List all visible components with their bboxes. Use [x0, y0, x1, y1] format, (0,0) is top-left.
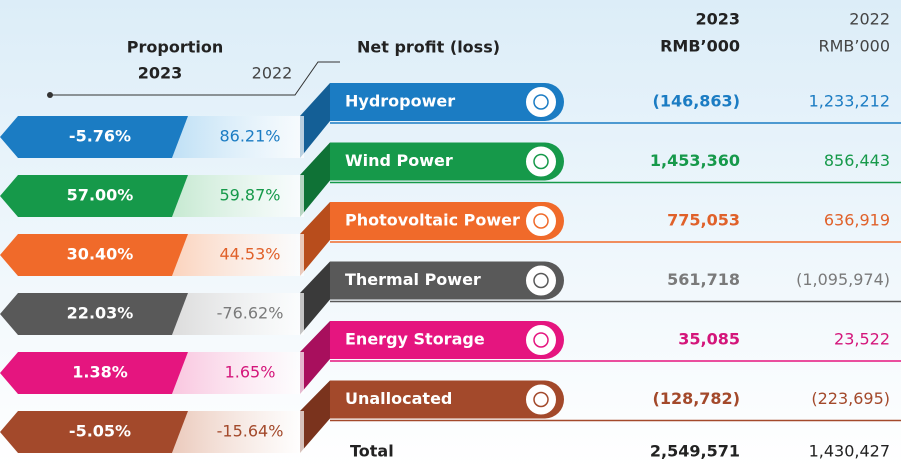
proportion-2023: 30.40%: [67, 245, 134, 264]
proportion-dark: [0, 293, 188, 335]
proportion-dark: [0, 352, 188, 394]
proportion-dark: [0, 116, 188, 158]
proportion-2022: -76.62%: [217, 304, 284, 323]
segment-banner: [330, 380, 564, 419]
segment-name: Photovoltaic Power: [345, 211, 520, 230]
proportion-dark: [0, 175, 188, 217]
proportion-2023: 22.03%: [67, 304, 134, 323]
header-dot: [47, 92, 53, 98]
profit-2022: (223,695): [811, 389, 890, 408]
profit-2023: 561,718: [667, 270, 740, 289]
segment-name: Energy Storage: [345, 330, 485, 349]
segment-icon: [524, 144, 558, 179]
proportion-light: [172, 234, 304, 276]
segment-icon-inner: [533, 213, 549, 229]
profit-2023: 35,085: [678, 330, 740, 349]
total-label: Total: [350, 442, 394, 461]
segment-name: Unallocated: [345, 389, 452, 408]
segment-banner: [330, 202, 564, 240]
proportion-header: Proportion: [127, 38, 223, 57]
segment-icon-inner: [533, 153, 549, 170]
proportion-2022: 44.53%: [219, 245, 280, 264]
proportion-dark: [0, 411, 188, 453]
total-2022: 1,430,427: [809, 442, 890, 461]
proportion-light: [172, 293, 304, 335]
profit-2022: 636,919: [824, 211, 890, 230]
connector: [300, 321, 330, 394]
segment-name: Hydropower: [345, 92, 455, 111]
proportion-2023: -5.76%: [69, 127, 131, 146]
segment-icon: [524, 263, 558, 298]
profit-2022: 856,443: [824, 151, 890, 170]
connector: [300, 202, 330, 276]
proportion-light: [172, 352, 304, 394]
connector: [300, 261, 330, 335]
segment-banner: [330, 321, 564, 359]
proportion-2022-header: 2022: [252, 64, 293, 83]
proportion-light: [172, 411, 304, 453]
col-2023-header: 2023: [695, 10, 740, 29]
proportion-2022: 1.65%: [225, 363, 276, 382]
proportion-dark: [0, 234, 188, 276]
segment-name: Thermal Power: [345, 270, 481, 289]
profit-2023: (128,782): [653, 389, 741, 408]
col-2022-header: 2022: [849, 10, 890, 29]
proportion-2022: 59.87%: [219, 186, 280, 205]
proportion-light: [172, 175, 304, 217]
segment-banner: [330, 261, 564, 300]
profit-2023: (146,863): [653, 92, 741, 111]
segment-icon: [524, 382, 558, 417]
segment-icon-inner: [533, 272, 549, 289]
connector: [300, 380, 330, 453]
profit-2022: (1,095,974): [796, 270, 890, 289]
segment-name: Wind Power: [345, 151, 453, 170]
segment-icon-inner: [533, 332, 549, 348]
segment-banner: [330, 142, 564, 181]
profit-2023: 1,453,360: [650, 151, 740, 170]
proportion-2023: 57.00%: [67, 186, 134, 205]
segment-icon-inner: [533, 94, 549, 110]
proportion-2022: 86.21%: [219, 127, 280, 146]
segment-icon: [524, 85, 558, 119]
segment-banner: [330, 83, 564, 121]
header-line: [50, 61, 340, 96]
net-profit-header: Net profit (loss): [357, 38, 500, 57]
total-2023: 2,549,571: [650, 442, 740, 461]
col-2023-unit: RMB’000: [660, 37, 740, 56]
segment-icon-inner: [533, 391, 549, 408]
profit-2023: 775,053: [667, 211, 740, 230]
proportion-2022: -15.64%: [217, 422, 284, 441]
col-2022-unit: RMB’000: [818, 37, 890, 56]
proportion-2023: 1.38%: [72, 363, 128, 382]
proportion-2023-header: 2023: [138, 64, 183, 83]
connector: [300, 83, 330, 158]
profit-2022: 23,522: [834, 330, 890, 349]
proportion-light: [172, 116, 304, 158]
profit-2022: 1,233,212: [809, 92, 890, 111]
proportion-2023: -5.05%: [69, 422, 131, 441]
segment-icon: [524, 204, 558, 238]
connector: [300, 142, 330, 217]
segment-icon: [524, 323, 558, 357]
